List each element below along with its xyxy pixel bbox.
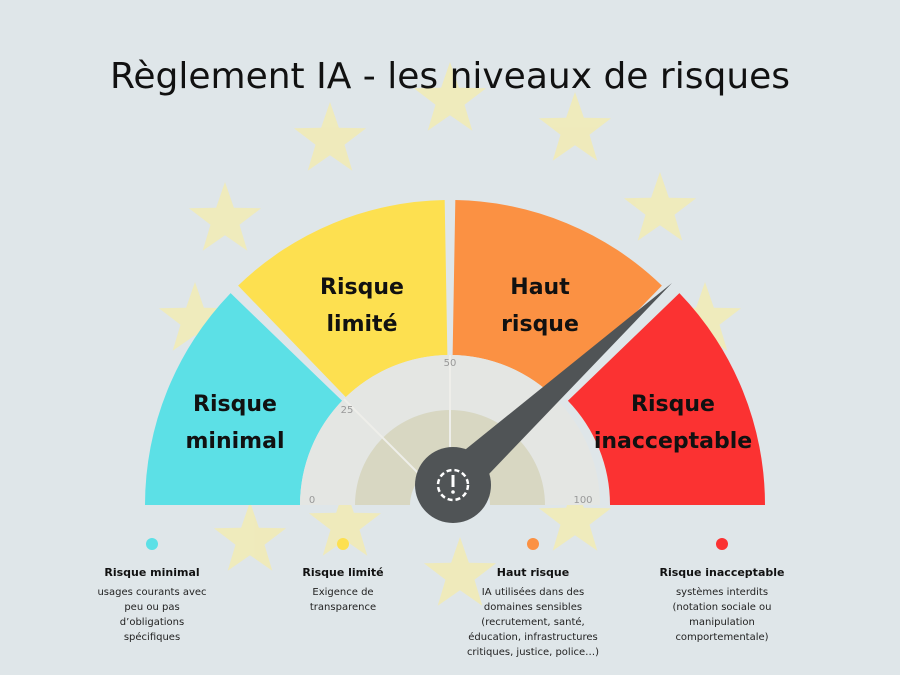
star [308, 487, 382, 556]
scale-label: 100 [573, 495, 592, 506]
scale-arc [300, 355, 600, 505]
legend-description: critiques, justice, police…) [467, 647, 599, 658]
legend-dot [527, 538, 539, 550]
title: Règlement IA - les niveaux de risques [110, 56, 790, 97]
gauge-segment [238, 200, 448, 398]
scale-label: 50 [444, 358, 457, 369]
scale-divider [343, 398, 423, 478]
scale-label: 0 [309, 495, 315, 506]
legend-description: éducation, infrastructures [468, 631, 597, 643]
gauge-segment [145, 293, 343, 505]
segment-label: limité [327, 312, 398, 337]
legend-description: manipulation [689, 617, 755, 628]
legend-description: transparence [310, 602, 376, 613]
scale-label: 25 [341, 405, 354, 416]
legend-description: domaines sensibles [484, 602, 582, 613]
gauge-segment [567, 293, 765, 505]
legend-description: IA utilisées dans des [482, 586, 584, 598]
star [188, 182, 262, 251]
legend-title: Risque minimal [104, 566, 199, 579]
segment-label: Haut [510, 275, 570, 300]
gauge-segment [452, 200, 662, 398]
segment-label: inacceptable [594, 429, 752, 454]
segment-label: Risque [631, 392, 715, 417]
star [668, 282, 742, 351]
legend-description: Exigence de [312, 587, 373, 598]
legend-description: systèmes interdits [676, 586, 768, 598]
legend-dot [146, 538, 158, 550]
star [423, 537, 497, 606]
legend-description: spécifiques [124, 631, 180, 643]
legend-title: Risque limité [302, 566, 383, 579]
star [213, 502, 287, 571]
star [293, 102, 367, 171]
star [158, 282, 232, 351]
legend-title: Risque inacceptable [660, 566, 785, 579]
star [538, 92, 612, 161]
legend-description: usages courants avec [97, 587, 206, 598]
segment-label: risque [501, 312, 579, 337]
star [623, 172, 697, 241]
star [538, 482, 612, 551]
legend-dot [716, 538, 728, 550]
legend-description: comportementale) [675, 632, 768, 643]
eu-stars [158, 62, 742, 606]
star [413, 62, 487, 131]
legend-title: Haut risque [497, 566, 569, 579]
icon-gear [436, 468, 470, 502]
segment-label: Risque [320, 275, 404, 300]
segment-label: minimal [186, 429, 285, 454]
legend-description: (notation sociale ou [672, 602, 771, 613]
needle [440, 283, 672, 498]
icon-dot [451, 490, 455, 494]
segment-label: Risque [193, 392, 277, 417]
legend-dot [337, 538, 349, 550]
legend-description: peu ou pas [124, 602, 179, 613]
legend-description: d’obligations [120, 617, 184, 628]
icon-bang [451, 475, 455, 487]
legend-description: (recrutement, santé, [481, 616, 584, 628]
